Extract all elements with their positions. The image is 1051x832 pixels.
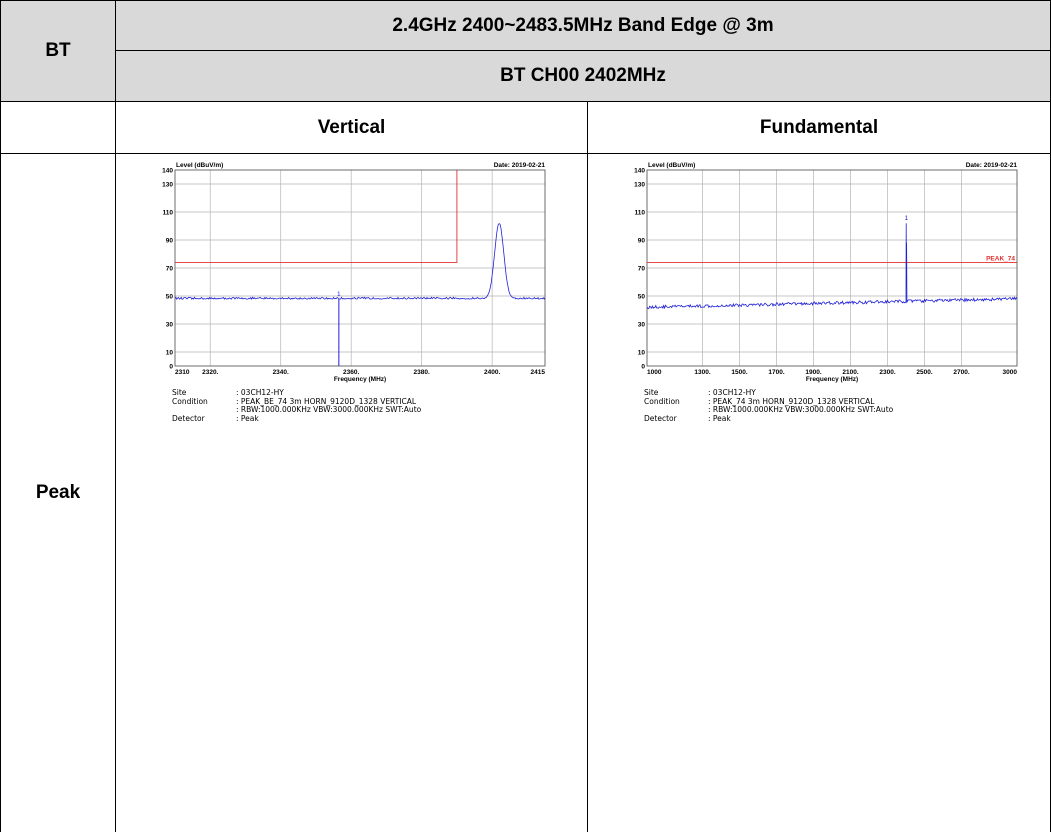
y-tick-label: 90 (638, 238, 646, 245)
chart-vertical: 0 10 30 50 70 90 110 130 140 2310 2320. 2340. 2360. 2… (150, 158, 560, 388)
info-row: : RBW:1000.000KHz VBW:3000.000KHz SWT:Au… (172, 406, 421, 415)
x-tick-label: 2415 (531, 369, 546, 376)
row-label-cell: Peak (0, 154, 116, 832)
chart-vertical-info: Site : 03CH12-HY Condition : PEAK_BE_74 3m … (172, 388, 421, 424)
y-tick-label: 0 (641, 364, 645, 371)
y-axis-label: Level (dBuV/m) (176, 162, 223, 169)
info-value: : PEAK_74 3m HORN_9120D_1328 VERTICAL (708, 396, 875, 406)
info-row: Site : 03CH12-HY (644, 388, 893, 398)
info-value: : 03CH12-HY (236, 388, 284, 397)
info-row: : RBW:1000.000KHz VBW:3000.000KHz SWT:Au… (644, 406, 893, 415)
x-axis-label: Frequency (MHz) (334, 376, 386, 383)
info-value: : RBW:1000.000KHz VBW:3000.000KHz SWT:Au… (708, 405, 894, 415)
trace-line (174, 223, 546, 300)
y-tick-label: 140 (162, 168, 173, 175)
y-tick-label: 0 (169, 364, 173, 371)
info-value: : Peak (708, 413, 731, 423)
header-title-cell: 2.4GHz 2400~2483.5MHz Band Edge @ 3m (116, 0, 1051, 51)
info-value: : RBW:1000.000KHz VBW:3000.000KHz SWT:Au… (236, 405, 422, 415)
y-tick-label: 140 (634, 168, 645, 175)
chart-fundamental-info: Site : 03CH12-HY Condition : PEAK_74 3m HOR… (644, 388, 893, 424)
y-tick-label: 130 (634, 182, 645, 189)
trace-line (646, 223, 1018, 310)
y-tick-label: 130 (162, 182, 173, 189)
info-value: : PEAK_BE_74 3m HORN_9120D_1328 VERTICAL (236, 396, 417, 406)
info-row: Detector : Peak (172, 413, 421, 424)
y-tick-label: 50 (638, 294, 646, 301)
subheader-left-cell: Vertical (116, 102, 588, 154)
limit-line-label: PEAK_74 (986, 255, 1015, 262)
x-tick-label: 1500. (731, 369, 747, 376)
y-tick-label: 10 (166, 350, 174, 357)
header-bt-label: BT (45, 40, 71, 61)
limit-line (175, 170, 458, 263)
x-tick-label: 2360. (343, 369, 359, 376)
info-value: : 03CH12-HY (708, 388, 756, 397)
plot-frame (646, 169, 1018, 367)
x-tick-label: 1700. (768, 369, 784, 376)
y-tick-label: 110 (635, 210, 646, 217)
x-tick-label: 2400. (484, 369, 500, 376)
info-key: Detector (172, 413, 205, 423)
chart-fundamental-svg: 0 10 30 50 70 90 110 130 140 1000 1300. 1500. 1700. 1… (634, 162, 1018, 383)
x-tick-label: 2310 (175, 369, 190, 376)
x-tick-label: 3000 (1003, 369, 1018, 376)
header-subtitle: BT CH00 2402MHz (500, 65, 666, 86)
y-tick-label: 90 (166, 238, 174, 245)
x-tick-label: 1000 (647, 369, 662, 376)
date-label: Date: 2019-02-21 (966, 162, 1018, 169)
x-axis-label: Frequency (MHz) (806, 376, 858, 383)
y-tick-label: 30 (166, 322, 174, 329)
y-tick-label: 50 (166, 294, 174, 301)
chart-fundamental: 0 10 30 50 70 90 110 130 140 1000 1300. 1500. 1700. 1… (622, 158, 1032, 388)
grid (646, 169, 1018, 367)
header-title: 2.4GHz 2400~2483.5MHz Band Edge @ 3m (392, 14, 774, 36)
x-tick-label: 2320. (202, 369, 218, 376)
info-row: Condition : PEAK_BE_74 3m HORN_9120D_1328… (172, 396, 421, 407)
info-row: Site : 03CH12-HY (172, 388, 421, 398)
marker-label: 1 (905, 215, 909, 222)
marker-label: 1 (337, 291, 341, 298)
y-tick-label: 70 (166, 266, 174, 273)
info-key: Condition (644, 396, 680, 406)
grid (174, 169, 546, 367)
plot-frame (174, 169, 546, 367)
info-key: Condition (172, 396, 208, 406)
info-row: Detector : Peak (644, 413, 893, 424)
date-label: Date: 2019-02-21 (494, 162, 546, 169)
y-tick-label: 10 (638, 350, 646, 357)
row-label-peak: Peak (35, 482, 81, 503)
x-tick-label: 2300. (879, 369, 895, 376)
y-tick-label: 70 (638, 266, 646, 273)
x-tick-label: 1900. (805, 369, 821, 376)
subheader-right-cell: Fundamental (588, 102, 1051, 154)
y-tick-label: 30 (638, 322, 646, 329)
subheader-fundamental: Fundamental (759, 116, 879, 138)
info-value: : Peak (236, 413, 259, 423)
x-tick-label: 2380. (414, 369, 430, 376)
info-key: Site (644, 388, 659, 397)
header-subtitle-cell: BT CH00 2402MHz (116, 51, 1051, 102)
chart-left-cell (116, 154, 588, 832)
x-tick-label: 2340. (273, 369, 289, 376)
info-key: Site (172, 388, 187, 397)
header-bt-cell: BT (0, 0, 116, 102)
info-row: Condition : PEAK_74 3m HORN_9120D_1328 VE… (644, 396, 893, 407)
x-tick-label: 2100. (842, 369, 858, 376)
subheader-vertical: Vertical (317, 116, 386, 138)
info-key: Detector (644, 413, 677, 423)
subheader-empty-cell (0, 102, 116, 154)
x-tick-label: 1300. (694, 369, 710, 376)
y-axis-label: Level (dBuV/m) (648, 162, 695, 169)
chart-vertical-svg: 0 10 30 50 70 90 110 130 140 2310 2320. 2340. 2360. 2… (162, 162, 546, 383)
x-tick-label: 2500. (916, 369, 932, 376)
x-tick-label: 2700. (953, 369, 969, 376)
y-tick-label: 110 (163, 210, 174, 217)
